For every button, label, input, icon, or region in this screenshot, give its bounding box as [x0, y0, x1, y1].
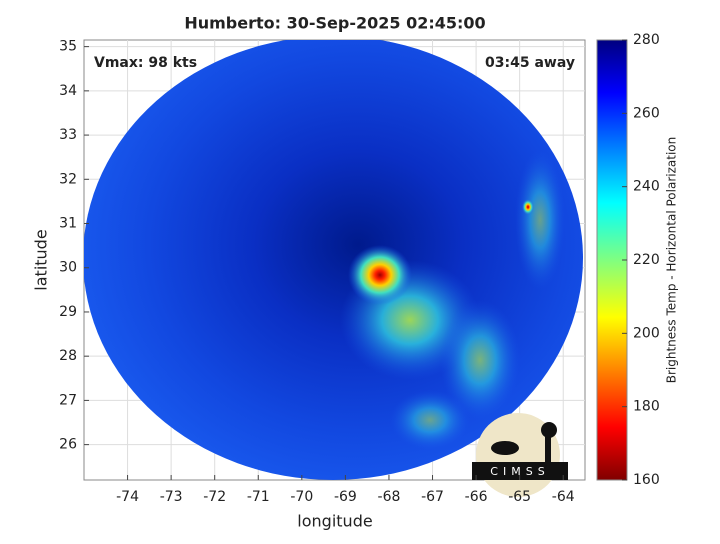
x-tick-label: -65	[508, 489, 531, 505]
y-tick-label: 27	[59, 392, 77, 408]
annotation: 03:45 away	[485, 55, 575, 71]
colorbar-tick-label: 200	[633, 325, 660, 341]
annotation: Vmax: 98 kts	[94, 55, 197, 71]
y-tick-label: 35	[59, 39, 77, 55]
x-tick-label: -70	[290, 489, 313, 505]
colorbar-tick-label: 240	[633, 179, 660, 195]
x-tick-label: -66	[465, 489, 488, 505]
colorbar-tick-label: 280	[633, 32, 660, 48]
logo-text: CIMSS	[490, 465, 549, 478]
x-tick-label: -68	[378, 489, 401, 505]
x-tick-label: -67	[421, 489, 444, 505]
y-tick-label: 34	[59, 83, 77, 99]
cimss-logo	[472, 413, 568, 497]
y-tick-label: 29	[59, 304, 77, 320]
x-tick-label: -69	[334, 489, 357, 505]
x-tick-label: -73	[160, 489, 183, 505]
colorbar-tick-label: 220	[633, 252, 660, 268]
y-tick-label: 26	[59, 437, 77, 453]
y-axis-label: latitude	[32, 229, 51, 290]
x-tick-label: -64	[552, 489, 575, 505]
x-tick-label: -72	[203, 489, 226, 505]
y-tick-label: 30	[59, 260, 77, 276]
x-axis-label: longitude	[297, 512, 372, 531]
x-tick-label: -74	[116, 489, 139, 505]
y-tick-label: 31	[59, 216, 77, 232]
chart-title: Humberto: 30-Sep-2025 02:45:00	[184, 14, 485, 33]
colorbar-tick-label: 260	[633, 105, 660, 121]
colorbar-tick-label: 180	[633, 399, 660, 415]
y-tick-label: 33	[59, 127, 77, 143]
y-tick-label: 28	[59, 348, 77, 364]
satellite-image	[84, 40, 583, 480]
y-tick-label: 32	[59, 171, 77, 187]
x-tick-label: -71	[247, 489, 270, 505]
colorbar-label: Brightness Temp - Horizontal Polarizatio…	[665, 137, 679, 384]
colorbar-tick-label: 160	[633, 472, 660, 488]
